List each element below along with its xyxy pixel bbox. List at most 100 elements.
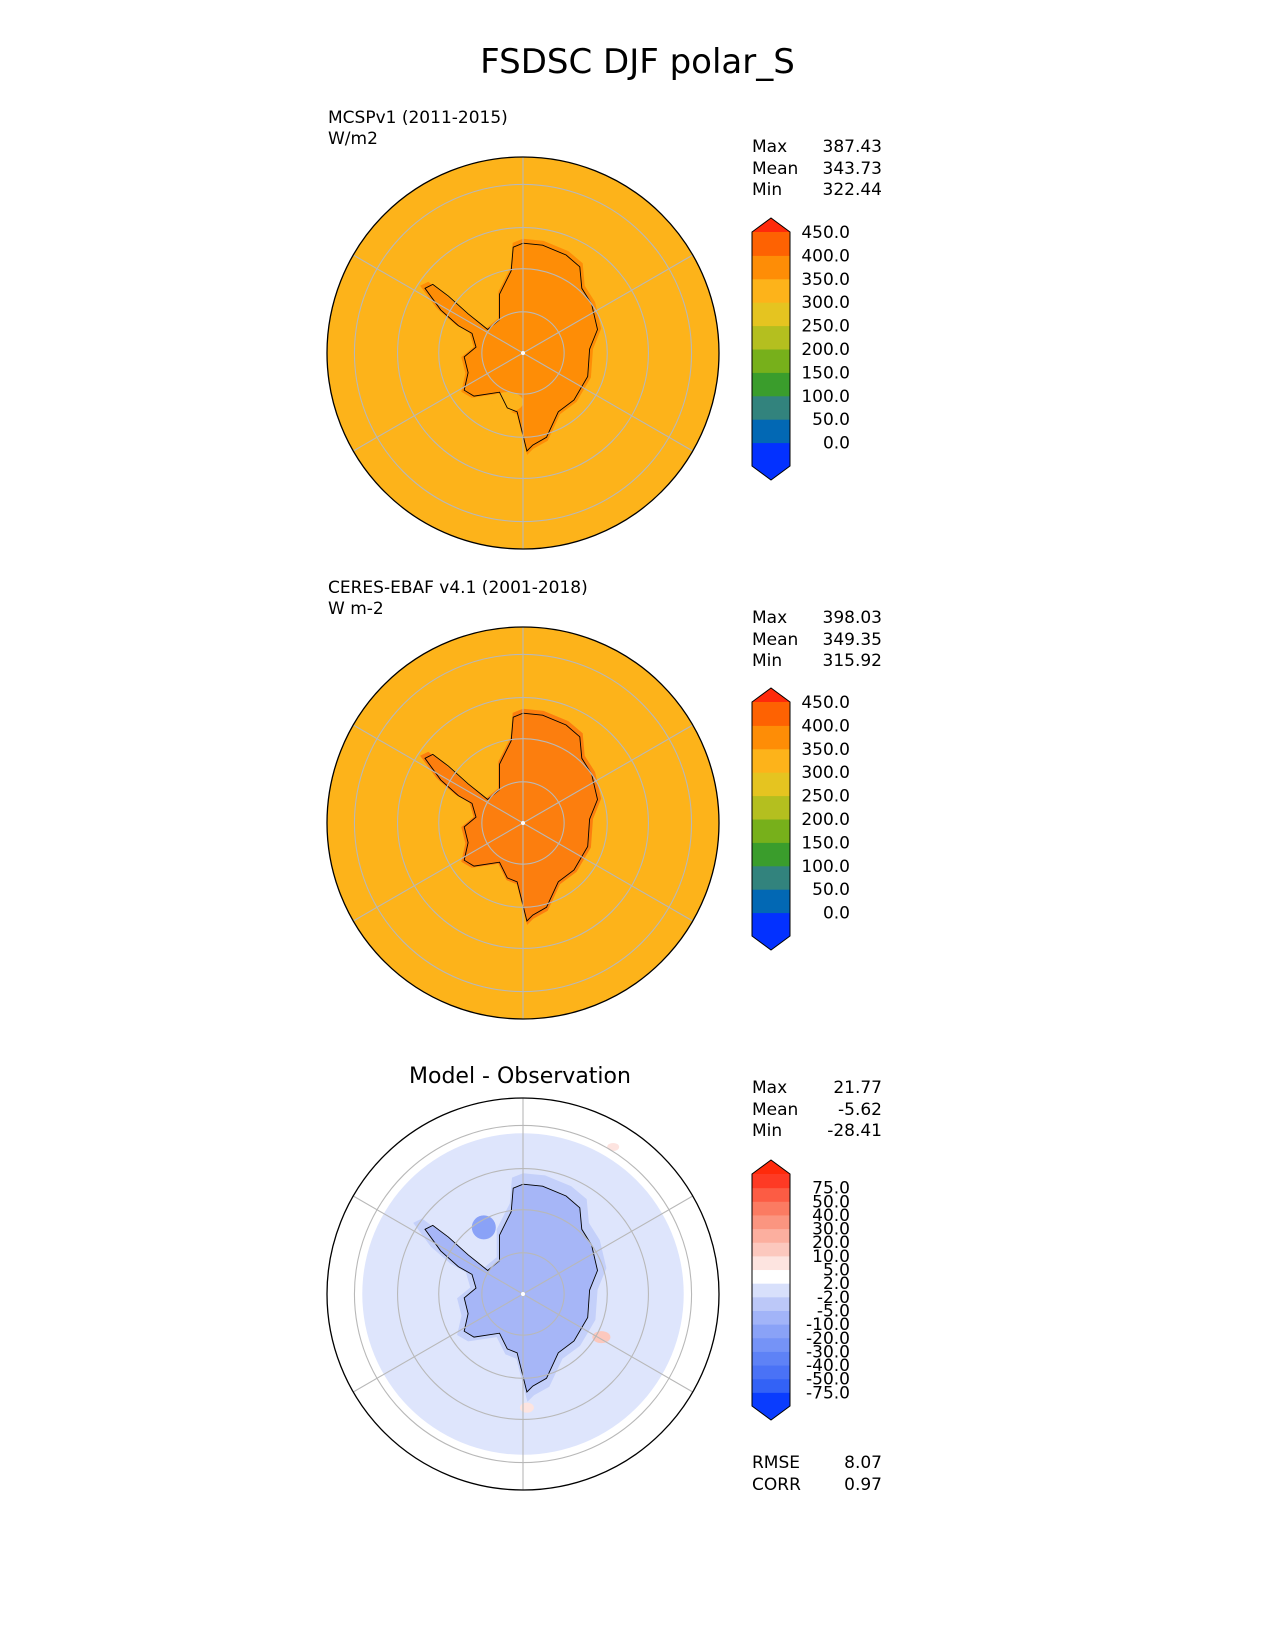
figure-title: FSDSC DJF polar_S (480, 42, 795, 82)
map-field (327, 627, 719, 1019)
colorbar-segment (752, 1269, 790, 1284)
colorbar-segment (752, 1255, 790, 1271)
stat-min: Min -28.41 (752, 1121, 882, 1143)
colorbar-tick-label: 450.0 (801, 693, 850, 713)
colorbar-tick-label: 350.0 (801, 270, 850, 290)
stat-max-value: 21.77 (833, 1078, 882, 1098)
metric-corr-value: 0.97 (844, 1474, 882, 1495)
stat-min-key: Min (752, 651, 783, 671)
graticule (352, 1098, 694, 1490)
metric-corr: CORR 0.97 (752, 1475, 882, 1497)
ice-shelf-field (491, 392, 524, 412)
panel-diff-stats: Max 21.77 Mean -5.62 Min -28.41 (752, 1078, 882, 1143)
colorbar-outline (751, 687, 791, 951)
stat-max-key: Max (752, 1078, 788, 1098)
colorbar-segment (752, 1187, 790, 1202)
polar-map-obs (326, 626, 720, 1020)
map-field (327, 1098, 719, 1490)
meridian (352, 1195, 524, 1295)
colorbar-tick-label: 0.0 (823, 434, 850, 454)
metric-rmse: RMSE 8.07 (752, 1453, 882, 1475)
stat-max: Max 387.43 (752, 137, 882, 159)
colorbar-segment (752, 748, 790, 773)
colorbar-segment (752, 1351, 790, 1366)
colorbar-tick-label: 250.0 (801, 787, 850, 807)
colorbar-tick-label: -2.0 (817, 1288, 850, 1308)
graticule (352, 157, 694, 549)
panel-model-stats: Max 387.43 Mean 343.73 Min 322.44 (752, 137, 882, 202)
colorbar-outline (751, 1159, 791, 1421)
colorbar-over-extension (752, 688, 790, 702)
colorbar-tick-label: 5.0 (823, 1261, 850, 1281)
stat-min-value: 315.92 (822, 651, 882, 671)
colorbar-tick-label: 350.0 (801, 740, 850, 760)
colorbar-segment (752, 1228, 790, 1243)
panel-model-label: MCSPv1 (2011-2015) (328, 108, 508, 128)
colorbar-segment (752, 1324, 790, 1339)
colorbar-tick-label: 75.0 (812, 1179, 850, 1199)
stat-min: Min 315.92 (752, 651, 882, 673)
colorbar-tick-label: 150.0 (801, 363, 850, 383)
colorbar-segment (752, 772, 790, 797)
land-anomaly (425, 1184, 598, 1392)
colorbar-segment (752, 1296, 790, 1311)
land-field (420, 708, 602, 925)
stat-mean-value: -5.62 (838, 1099, 882, 1120)
colorbar-tick-label: 50.0 (812, 1192, 850, 1212)
meridian (522, 352, 694, 452)
colorbar-segment (752, 1201, 790, 1216)
map-frame (326, 626, 720, 1020)
colorbar-tick-label: 450.0 (801, 223, 850, 243)
coastline (424, 712, 598, 922)
coastline (424, 1183, 598, 1393)
colorbar-tick-label: -5.0 (817, 1302, 850, 1322)
positive-anomaly (607, 1143, 620, 1151)
meridian (522, 1195, 694, 1295)
colorbar-tick-label: -10.0 (806, 1315, 850, 1335)
panel-diff-metrics: RMSE 8.07 CORR 0.97 (752, 1453, 882, 1496)
meridian (522, 724, 694, 824)
pole-marker (521, 351, 525, 355)
colorbar-segment (752, 1242, 790, 1257)
colorbar-segment (752, 1310, 790, 1325)
colorbar-over-extension (752, 218, 790, 232)
colorbar-tick-label: 400.0 (801, 716, 850, 736)
panel-model-units: W/m2 (328, 129, 378, 149)
colorbar-tick-label: -20.0 (806, 1329, 850, 1349)
stat-max-key: Max (752, 608, 788, 628)
colorbar-tick-label: 30.0 (812, 1220, 850, 1240)
colorbar-segment (752, 865, 790, 890)
stat-mean-value: 343.73 (822, 158, 882, 179)
colorbar-tick-label: 50.0 (812, 410, 850, 430)
colorbar-obs: 450.0 400.0 350.0 300.0 250.0 200.0 150.0 100.0… (751, 687, 850, 951)
stat-min: Min 322.44 (752, 180, 882, 202)
stat-mean: Mean -5.62 (752, 1100, 882, 1122)
stat-mean-key: Mean (752, 629, 799, 650)
colorbar-segment (752, 349, 790, 373)
colorbar-tick-label: 200.0 (801, 810, 850, 830)
pole-marker (521, 821, 525, 825)
colorbar-segment (752, 419, 790, 444)
polar-map-model (326, 156, 720, 550)
colorbar-segment (752, 725, 790, 750)
metric-corr-key: CORR (752, 1474, 801, 1495)
colorbar-segment (752, 1214, 790, 1230)
colorbar-tick-label: 300.0 (801, 763, 850, 783)
colorbar-segment (752, 1283, 790, 1298)
colorbar-segment (752, 278, 790, 303)
stat-mean: Mean 349.35 (752, 630, 882, 652)
colorbar-tick-label: -40.0 (806, 1356, 850, 1376)
meridian (352, 724, 524, 824)
colorbar-segment (752, 1174, 790, 1189)
colorbar-segment (752, 1365, 790, 1380)
meridian (352, 352, 524, 452)
colorbar-segment (752, 819, 790, 843)
stat-max: Max 398.03 (752, 608, 882, 630)
panel-obs-units: W m-2 (328, 599, 384, 619)
polar-map-diff (326, 1097, 720, 1491)
colorbar-segment (752, 912, 790, 937)
colorbar-segment (752, 372, 790, 397)
metric-rmse-value: 8.07 (844, 1453, 882, 1473)
colorbar-tick-label: 20.0 (812, 1233, 850, 1253)
colorbar-segment (752, 702, 790, 726)
